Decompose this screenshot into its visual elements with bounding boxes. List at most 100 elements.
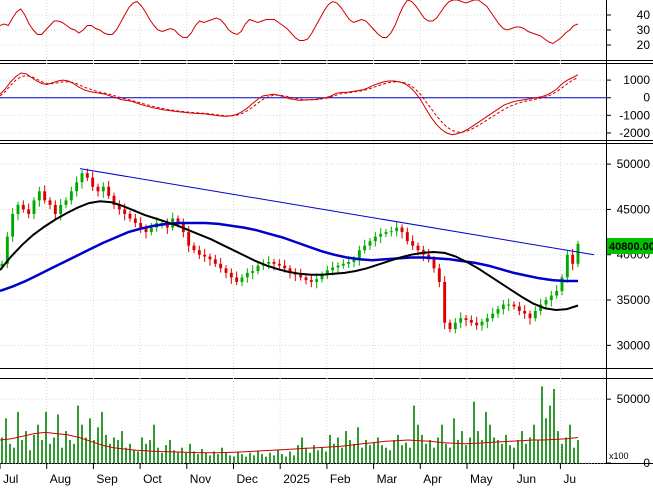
volume-panel bbox=[0, 386, 579, 463]
price-candle bbox=[197, 245, 201, 259]
price-candle bbox=[117, 200, 121, 215]
volume-bar bbox=[241, 454, 243, 463]
volume-bar bbox=[9, 443, 11, 463]
price-candle bbox=[480, 318, 484, 331]
price-candle bbox=[491, 307, 495, 322]
price-candle bbox=[235, 271, 239, 286]
month-label: Mar bbox=[377, 472, 398, 486]
price-candle bbox=[16, 201, 20, 221]
volume-bar bbox=[529, 437, 531, 463]
volume-bar bbox=[461, 431, 463, 463]
volume-bar bbox=[253, 455, 255, 463]
volume-bar bbox=[517, 440, 519, 463]
price-candle bbox=[213, 254, 217, 267]
volume-bar bbox=[121, 431, 123, 463]
volume-bar bbox=[157, 447, 159, 463]
volume-bar bbox=[277, 450, 279, 463]
volume-bar bbox=[565, 437, 567, 463]
volume-bar bbox=[125, 447, 127, 463]
volume-bar bbox=[305, 447, 307, 463]
month-label: Oct bbox=[143, 472, 162, 486]
last-price-tag: 40800.00 bbox=[607, 238, 653, 254]
volume-bar bbox=[129, 443, 131, 463]
volume-bar bbox=[505, 434, 507, 463]
volume-bar bbox=[249, 452, 251, 463]
volume-bar bbox=[437, 437, 439, 463]
volume-bar bbox=[449, 447, 451, 463]
price-candle bbox=[219, 257, 223, 273]
volume-bar bbox=[193, 451, 195, 463]
price-candle bbox=[133, 213, 137, 228]
rsi-line bbox=[0, 0, 579, 45]
price-candle bbox=[555, 285, 559, 299]
volume-bar bbox=[381, 445, 383, 463]
long-moving-average-line bbox=[0, 221, 578, 293]
price-candle bbox=[373, 232, 377, 247]
last-price-tag-text: 40800.00 bbox=[609, 241, 653, 253]
volume-bar bbox=[409, 447, 411, 463]
volume-bar bbox=[561, 443, 563, 463]
volume-moving-average-line bbox=[0, 431, 579, 454]
volume-bar bbox=[269, 452, 271, 463]
month-label: Dec bbox=[237, 472, 258, 486]
price-trendline bbox=[79, 168, 595, 256]
volume-bar bbox=[481, 440, 483, 463]
month-label: Nov bbox=[190, 472, 211, 486]
rsi-tick-label: 40 bbox=[637, 8, 651, 22]
month-label: Sep bbox=[96, 472, 118, 486]
volume-bar bbox=[69, 440, 71, 463]
macd-tick-label: -2000 bbox=[619, 126, 650, 140]
volume-bar bbox=[1, 437, 3, 463]
price-candle bbox=[48, 197, 52, 210]
price-candle bbox=[192, 242, 196, 254]
volume-bar bbox=[457, 440, 459, 463]
price-candle bbox=[528, 310, 532, 325]
price-candle bbox=[43, 185, 47, 204]
volume-bar bbox=[373, 442, 375, 463]
volume-unit-label: x100 bbox=[609, 451, 629, 461]
price-candle bbox=[443, 276, 447, 330]
volume-bar bbox=[405, 442, 407, 463]
volume-bar bbox=[265, 456, 267, 463]
volume-bar bbox=[281, 454, 283, 463]
volume-bar bbox=[173, 450, 175, 463]
price-candle bbox=[21, 200, 25, 213]
price-candle bbox=[277, 259, 281, 269]
macd-panel bbox=[0, 72, 606, 136]
price-candle bbox=[357, 245, 361, 266]
price-candle bbox=[128, 210, 132, 222]
price-candle bbox=[341, 259, 345, 269]
volume-bar bbox=[233, 456, 235, 463]
volume-bar bbox=[197, 454, 199, 463]
volume-bar bbox=[525, 443, 527, 463]
price-candle bbox=[64, 197, 68, 209]
price-candle bbox=[240, 274, 244, 287]
price-candle bbox=[75, 176, 79, 197]
volume-bar bbox=[217, 454, 219, 463]
volume-bar bbox=[569, 424, 571, 463]
price-candle bbox=[517, 301, 521, 316]
price-candle bbox=[245, 268, 249, 283]
price-candle bbox=[85, 168, 89, 181]
volume-bar bbox=[257, 451, 259, 463]
volume-bar bbox=[393, 440, 395, 463]
volume-bar bbox=[445, 443, 447, 463]
volume-bar bbox=[345, 431, 347, 463]
price-candle bbox=[315, 273, 319, 289]
volume-bar bbox=[509, 445, 511, 463]
price-candle bbox=[405, 227, 409, 245]
volume-bar bbox=[45, 411, 47, 463]
volume-bar bbox=[177, 451, 179, 463]
price-candle bbox=[496, 305, 500, 318]
volume-bar bbox=[541, 386, 543, 463]
price-candle bbox=[363, 239, 367, 254]
volume-bar bbox=[273, 455, 275, 463]
price-candle bbox=[101, 182, 105, 198]
volume-bar bbox=[485, 411, 487, 463]
volume-bar bbox=[61, 447, 63, 463]
volume-bar bbox=[229, 455, 231, 463]
month-label: May bbox=[470, 472, 493, 486]
price-tick-label: 45000 bbox=[617, 202, 651, 216]
